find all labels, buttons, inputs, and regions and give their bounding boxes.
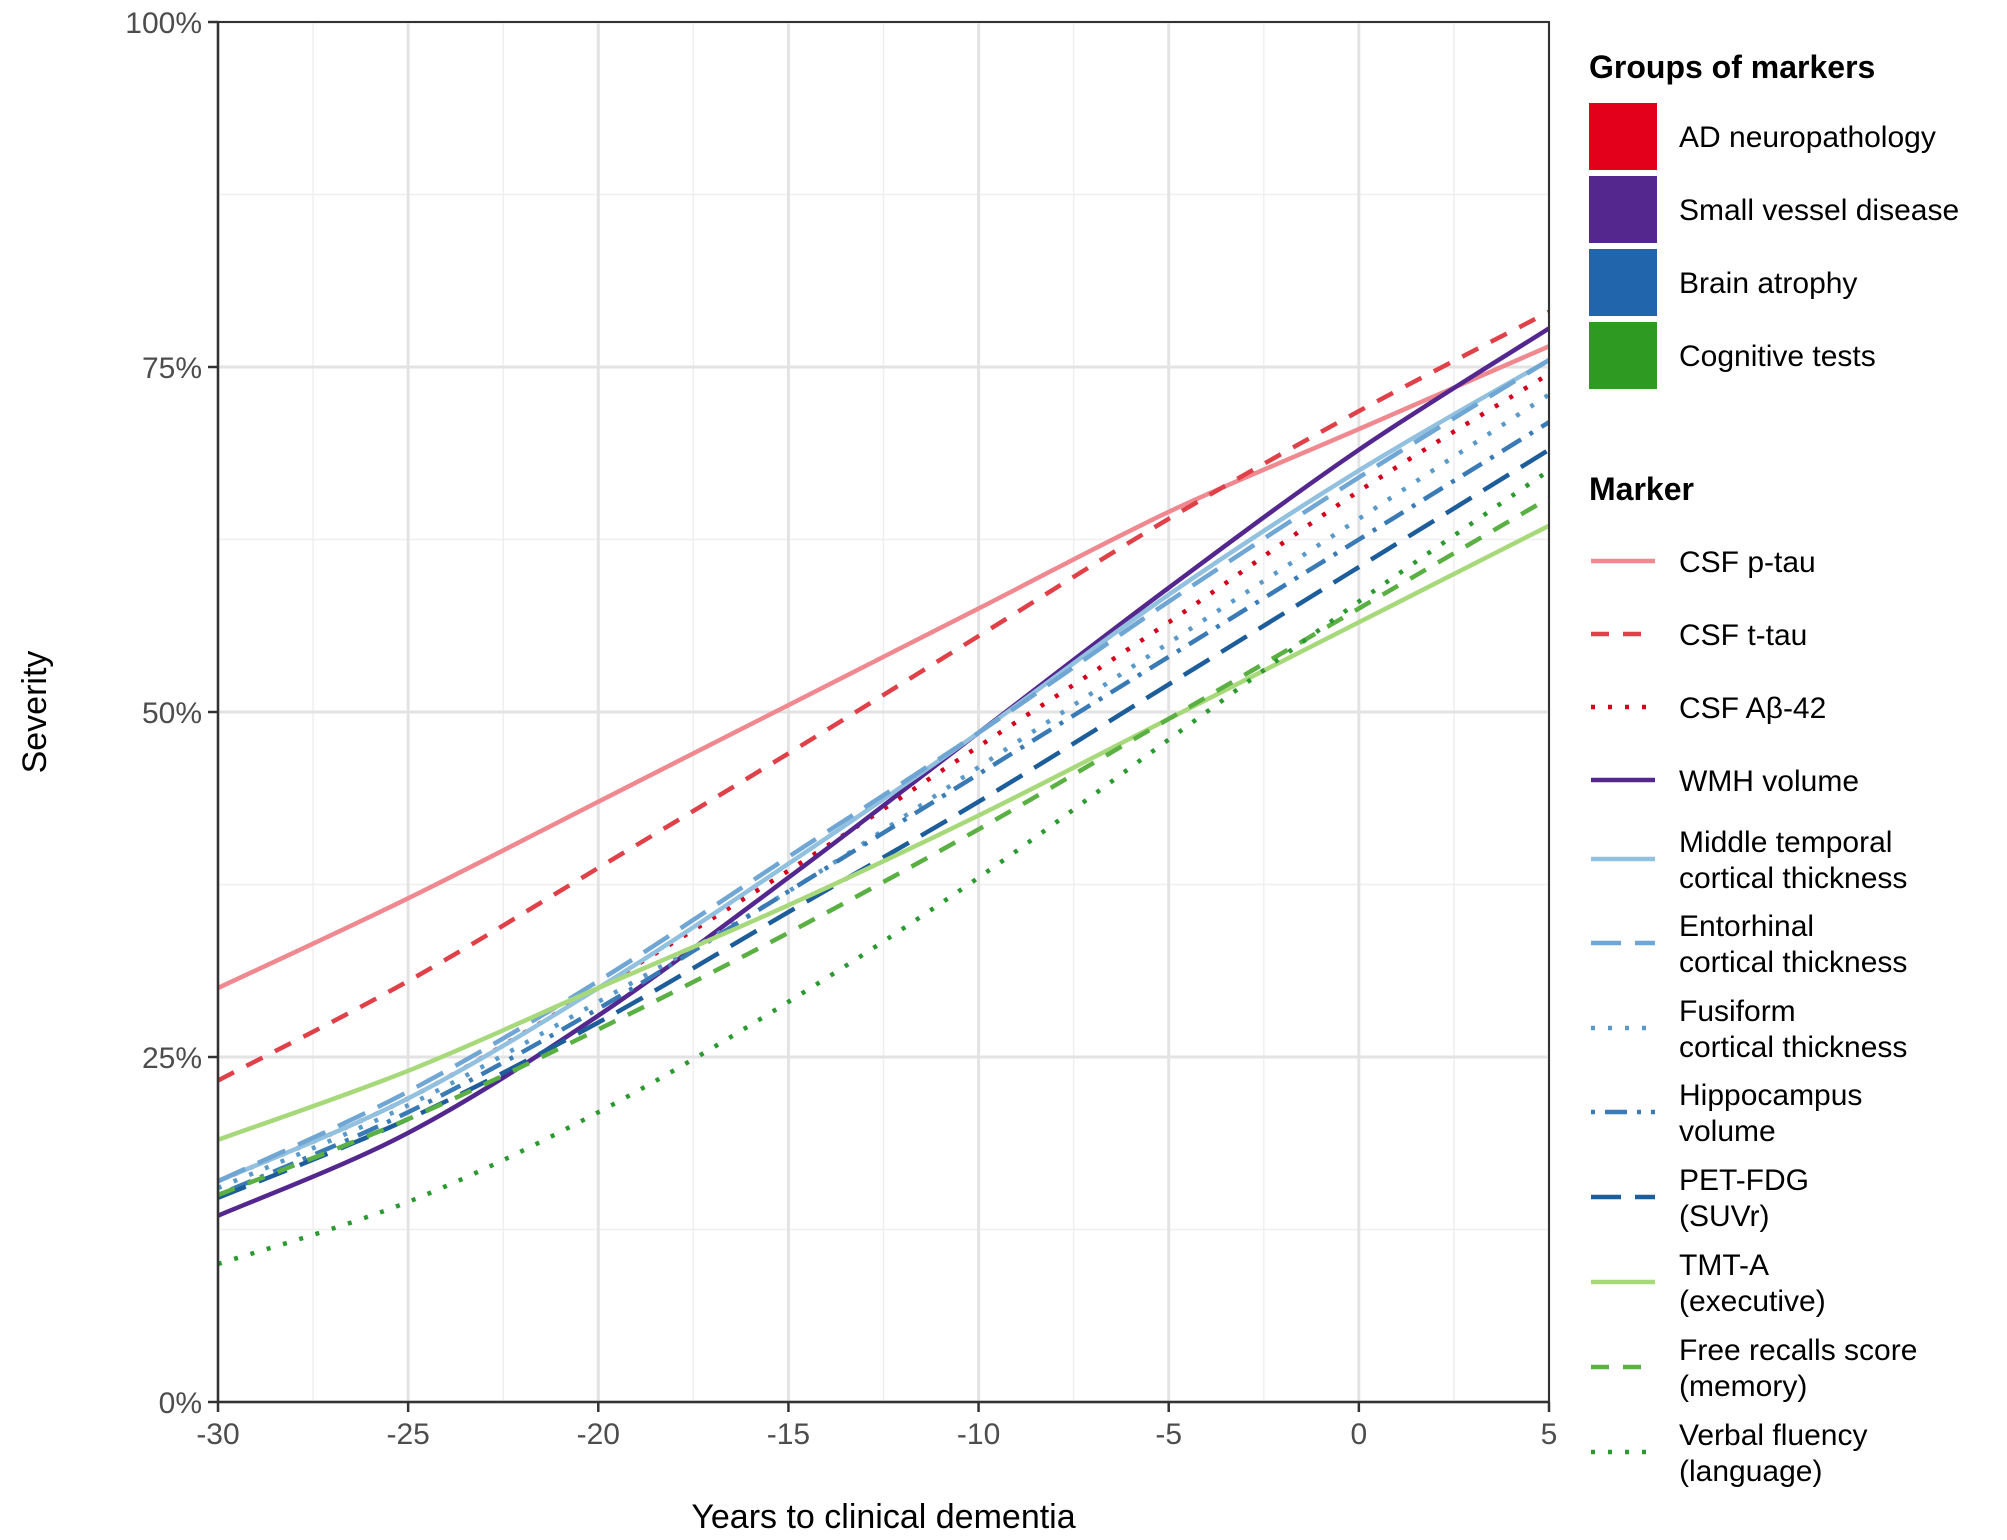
marker-legend-label: Entorhinal bbox=[1679, 910, 1814, 943]
series-layer bbox=[216, 309, 1551, 1267]
series-line-csf-t-tau bbox=[216, 309, 1551, 1083]
marker-legend-label: CSF p-tau bbox=[1679, 546, 1816, 579]
marker-legend-label: Hippocampus bbox=[1679, 1079, 1862, 1112]
y-tick-label: 75% bbox=[142, 352, 202, 385]
marker-legend-label: WMH volume bbox=[1679, 765, 1859, 798]
x-tick-label: 0 bbox=[1351, 1418, 1368, 1451]
group-legend-label: Cognitive tests bbox=[1679, 340, 1876, 373]
group-color-swatch bbox=[1589, 103, 1657, 170]
y-tick-label: 0% bbox=[159, 1387, 202, 1420]
marker-legend-label: cortical thickness bbox=[1679, 946, 1907, 979]
marker-legend-label: cortical thickness bbox=[1679, 1031, 1907, 1064]
marker-legend-label: TMT-A bbox=[1679, 1249, 1769, 1282]
x-tick-label: 5 bbox=[1541, 1418, 1558, 1451]
y-axis-title: Severity bbox=[16, 651, 54, 774]
x-tick-label: -10 bbox=[957, 1418, 1000, 1451]
marker-legend-label: (SUVr) bbox=[1679, 1200, 1770, 1233]
group-color-swatch bbox=[1589, 249, 1657, 316]
group-color-swatch bbox=[1589, 176, 1657, 243]
series-line-wmh-volume bbox=[217, 326, 1551, 1218]
marker-legend-label: cortical thickness bbox=[1679, 862, 1907, 895]
x-tick-label: -15 bbox=[767, 1418, 810, 1451]
series-line-middle-temporal-cortical-thickness bbox=[217, 358, 1551, 1184]
groups-legend-title: Groups of markers bbox=[1589, 49, 1875, 85]
series-line-csf-p-tau bbox=[217, 344, 1550, 991]
group-legend-label: Brain atrophy bbox=[1679, 267, 1857, 300]
group-color-swatch bbox=[1589, 322, 1657, 389]
x-tick-label: -5 bbox=[1155, 1418, 1182, 1451]
marker-legend-label: CSF Aβ-42 bbox=[1679, 692, 1826, 725]
grid-layer bbox=[216, 20, 1551, 1404]
marker-legend-label: volume bbox=[1679, 1115, 1776, 1148]
series-line-entorhinal-cortical-thickness bbox=[217, 358, 1551, 1184]
marker-legend-label: (language) bbox=[1679, 1455, 1822, 1488]
y-tick-label: 100% bbox=[125, 7, 202, 40]
series-line-hippocampus-volume bbox=[217, 420, 1551, 1198]
x-tick-label: -20 bbox=[577, 1418, 620, 1451]
legend-layer: Groups of markers AD neuropathology Small … bbox=[1589, 49, 1959, 1488]
axes-layer: -30 -25 -20 -15 -10 -5 0 50%25%50%75%100%Years … bbox=[16, 7, 1558, 1536]
marker-legend-label: Fusiform bbox=[1679, 995, 1796, 1028]
marker-legend-title: Marker bbox=[1589, 471, 1694, 507]
marker-legend-label: CSF t-tau bbox=[1679, 619, 1807, 652]
y-tick-label: 25% bbox=[142, 1042, 202, 1075]
x-tick-label: -30 bbox=[196, 1418, 239, 1451]
group-legend-label: AD neuropathology bbox=[1679, 121, 1936, 154]
x-tick-label: -25 bbox=[386, 1418, 429, 1451]
marker-legend-label: (executive) bbox=[1679, 1285, 1826, 1318]
marker-legend-label: Free recalls score bbox=[1679, 1334, 1917, 1367]
y-tick-label: 50% bbox=[142, 697, 202, 730]
group-legend-label: Small vessel disease bbox=[1679, 194, 1959, 227]
x-axis-title: Years to clinical dementia bbox=[691, 1498, 1075, 1535]
series-line-free-recalls-score-memory bbox=[217, 496, 1551, 1198]
marker-legend-label: PET-FDG bbox=[1679, 1164, 1809, 1197]
marker-legend-label: (memory) bbox=[1679, 1370, 1807, 1403]
series-line-tmt-a-executive bbox=[217, 523, 1551, 1142]
marker-legend-label: Middle temporal bbox=[1679, 826, 1892, 859]
marker-legend-label: Verbal fluency bbox=[1679, 1419, 1867, 1452]
